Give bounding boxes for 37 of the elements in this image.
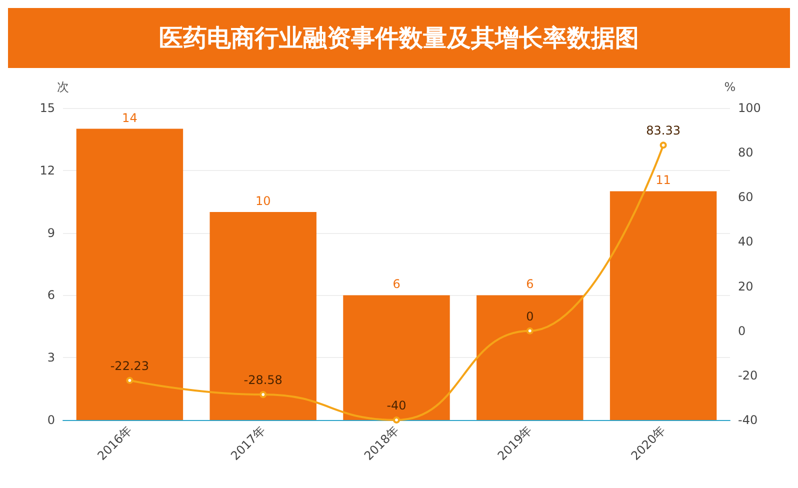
bar <box>76 128 184 420</box>
y-tick-label: 6 <box>47 288 55 302</box>
bar <box>476 295 584 420</box>
data-label: -28.58 <box>244 373 282 388</box>
y-tick-label: 15 <box>40 101 55 115</box>
y-tick-label: 12 <box>40 163 55 178</box>
y2-tick-label: 0 <box>738 324 746 338</box>
point <box>126 376 134 384</box>
y-tick-label: 0 <box>47 413 55 427</box>
bar <box>610 191 717 420</box>
y-tick-label: 3 <box>47 350 55 365</box>
data-label: 14 <box>122 110 138 125</box>
y2-tick-label: 20 <box>738 279 754 294</box>
data-label: -22.23 <box>110 358 150 373</box>
bar <box>210 212 316 420</box>
chart-title: 医药电商行业融资事件数量及其增长率数据图 <box>8 8 790 68</box>
y2-tick-label: 100 <box>738 101 761 115</box>
y-axis-title: 次 <box>57 80 69 94</box>
data-label: -40 <box>386 398 406 412</box>
point <box>526 327 534 334</box>
bar <box>343 295 450 420</box>
y2-tick-label: 60 <box>738 190 754 204</box>
data-label: 83.33 <box>646 124 680 138</box>
data-label: 11 <box>656 173 671 188</box>
y2-tick-label: -20 <box>738 368 758 382</box>
y2-axis-title: % <box>724 80 736 94</box>
point <box>260 391 267 398</box>
data-label: 6 <box>392 277 400 292</box>
point <box>660 142 667 149</box>
data-label: 6 <box>526 277 534 292</box>
y2-tick-label: -40 <box>738 413 758 427</box>
data-label: 0 <box>526 309 534 324</box>
data-label: 10 <box>255 194 271 208</box>
point <box>393 416 400 424</box>
y-tick-label: 9 <box>47 226 55 240</box>
y2-tick-label: 40 <box>738 234 754 249</box>
y2-tick-label: 80 <box>738 146 754 160</box>
